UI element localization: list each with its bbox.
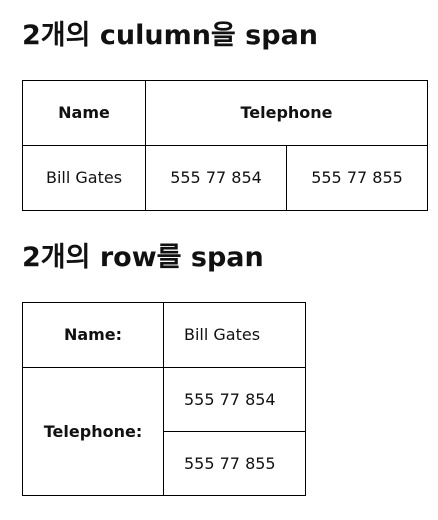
table-header-row: Name Telephone	[22, 80, 428, 146]
cell-phone-2: 555 77 855	[286, 145, 428, 211]
table-row: Telephone: 555 77 854	[22, 367, 306, 496]
header-name: Name	[22, 80, 146, 146]
colspan-heading: 2개의 culumn을 span	[22, 20, 319, 51]
cell-name: Bill Gates	[22, 145, 146, 211]
header-telephone: Telephone	[145, 80, 428, 146]
cell-phone-2: 555 77 855	[163, 431, 306, 496]
table-row: 555 77 855	[23, 431, 306, 496]
cell-name-value: Bill Gates	[163, 302, 306, 368]
table-row: Bill Gates 555 77 854 555 77 855	[22, 145, 428, 211]
cell-phone-1: 555 77 854	[145, 145, 287, 211]
table-row: Name: Bill Gates	[22, 302, 306, 368]
label-name: Name:	[22, 302, 164, 368]
colspan-table: Name Telephone Bill Gates 555 77 854 555…	[22, 80, 428, 211]
rowspan-table: Name: Bill Gates Telephone: 555 77 854 5…	[22, 302, 306, 496]
rowspan-heading: 2개의 row를 span	[22, 242, 264, 273]
cell-phone-1: 555 77 854	[163, 367, 306, 432]
label-telephone: Telephone:	[22, 367, 164, 496]
